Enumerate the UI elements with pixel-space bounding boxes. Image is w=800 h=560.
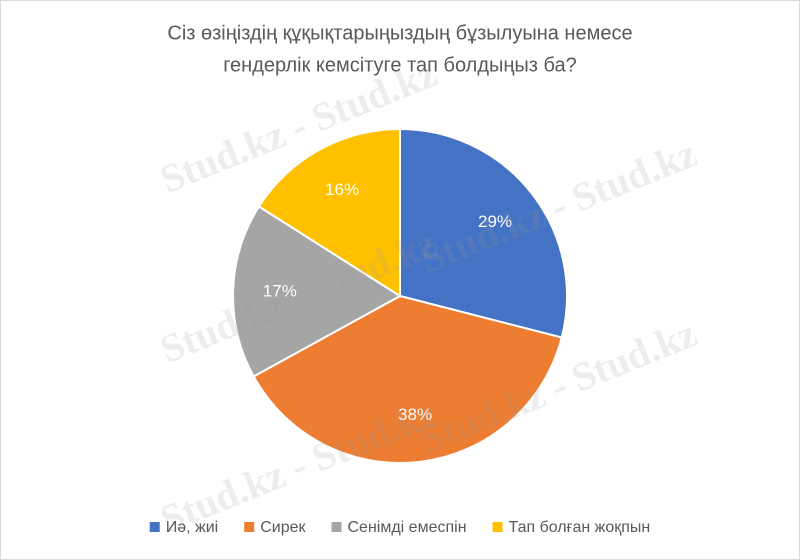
legend-label: Тап болған жоқпын: [509, 519, 651, 536]
chart-title: гендерлік кемсітуге тап болдыңыз ба?: [223, 54, 577, 76]
legend-swatch: [492, 522, 503, 532]
legend-swatch: [149, 522, 160, 532]
legend-label: Сенімді емеспін: [348, 519, 467, 536]
legend-swatch: [244, 522, 255, 532]
pie-slice: [399, 127, 568, 339]
pie-slice: [257, 127, 401, 298]
legend-label: Иә, жиі: [166, 519, 218, 536]
chart-title: Сіз өзіңіздің құқықтарыңыздың бұзылуына …: [167, 22, 632, 44]
legend-swatch: [331, 522, 342, 532]
legend-label: Сирек: [260, 519, 306, 536]
data-label: 38%: [398, 405, 432, 424]
data-label: 29%: [478, 212, 512, 231]
pie-slice: [252, 294, 563, 464]
data-label: 17%: [263, 282, 297, 301]
pie-slice: [232, 205, 402, 378]
data-label: 16%: [325, 180, 359, 199]
